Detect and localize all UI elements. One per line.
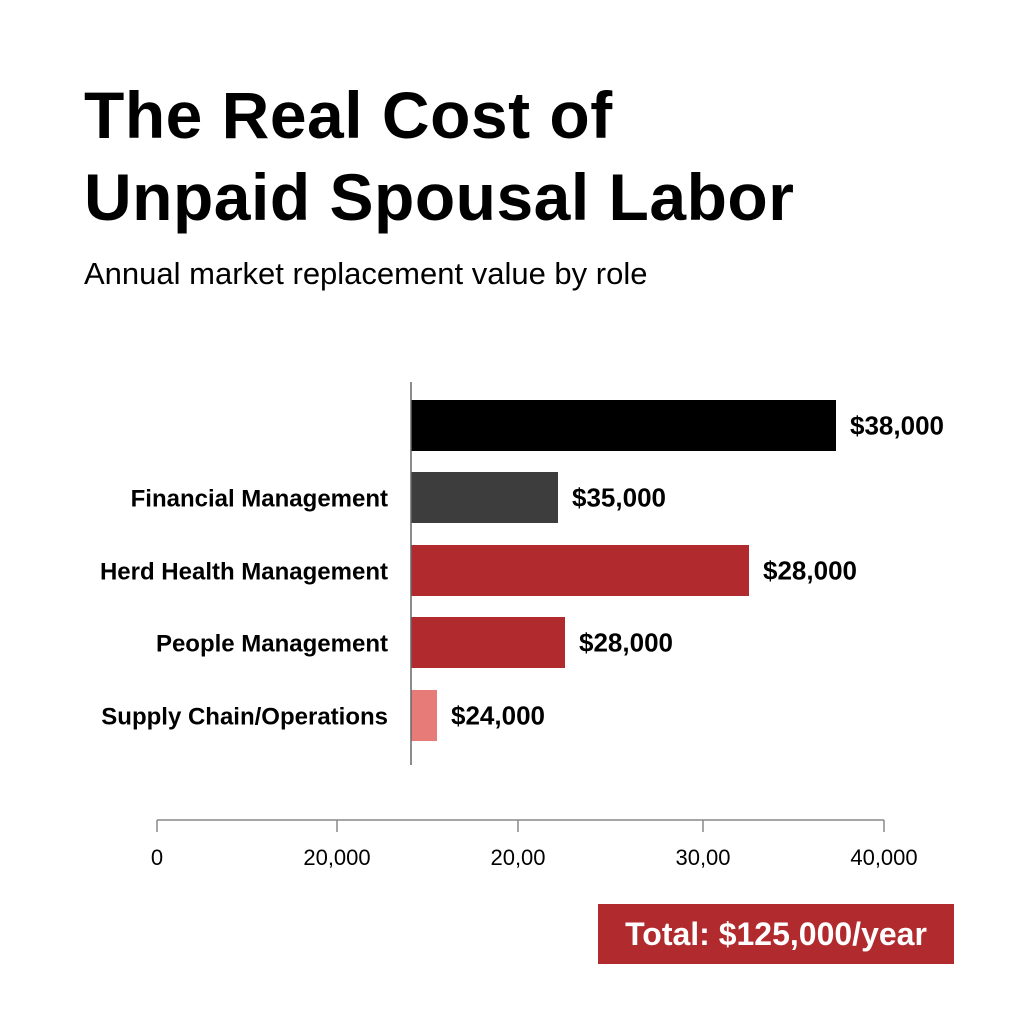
x-tick-label-3: 20,00 [490,845,545,870]
category-labels-group: Financial Management Herd Health Manageme… [100,486,388,731]
total-badge: Total: $125,000/year [598,904,954,964]
category-label-2: Financial Management [131,486,388,513]
chart-title-line-1: The Real Cost of [84,78,613,152]
value-label-2: $35,000 [572,483,666,513]
bar-1 [411,400,836,451]
value-label-4: $28,000 [579,628,673,658]
bars-group [411,400,836,741]
value-labels-group: $38,000 $35,000 $28,000 $28,000 $24,000 [451,411,944,731]
value-label-3: $28,000 [763,556,857,586]
value-label-5: $24,000 [451,701,545,731]
x-axis: 0 20,000 20,00 30,00 40,000 [151,819,918,870]
bar-3 [411,545,749,596]
x-tick-label-4: 30,00 [675,845,730,870]
chart-title: The Real Cost of Unpaid Spousal Labor [84,74,984,238]
category-label-3: Herd Health Management [100,559,388,586]
bar-5 [411,690,437,741]
x-tick-label-2: 20,000 [303,845,370,870]
category-label-4: People Management [156,631,388,658]
bar-4 [411,617,565,668]
x-tick-label-1: 0 [151,845,163,870]
x-tick-label-5: 40,000 [850,845,917,870]
chart-subtitle: Annual market replacement value by role [84,256,648,291]
chart-title-line-2: Unpaid Spousal Labor [84,160,795,234]
category-label-5: Supply Chain/Operations [101,704,388,731]
value-label-1: $38,000 [850,411,944,441]
bar-chart: Financial Management Herd Health Manageme… [100,382,944,870]
bar-2 [411,472,558,523]
